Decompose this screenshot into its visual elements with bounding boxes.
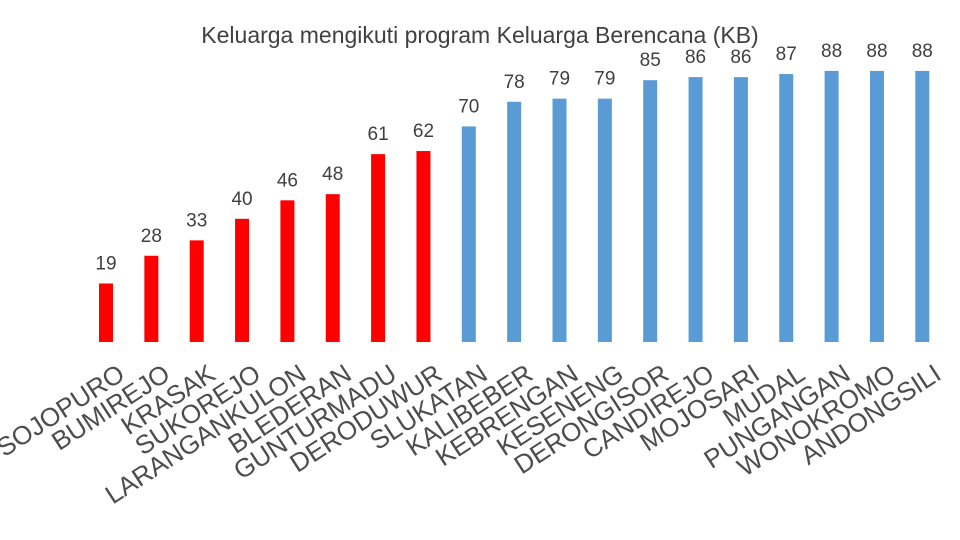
value-label: 88: [821, 41, 842, 62]
bar-derongisor: [643, 80, 658, 342]
bar-andongsili: [915, 70, 930, 343]
value-label: 40: [231, 189, 252, 210]
value-label: 46: [277, 170, 298, 191]
bar-candirejo: [688, 77, 703, 343]
value-label: 19: [95, 253, 116, 274]
bar-sukorejo: [235, 218, 250, 342]
value-label: 48: [322, 164, 343, 185]
value-label: 87: [776, 44, 797, 65]
bar-larangankulon: [280, 200, 295, 342]
value-label: 28: [141, 226, 162, 247]
bar-mudal: [779, 74, 794, 342]
bar-gunturmadu: [371, 154, 386, 342]
bar-kebrengan: [552, 98, 567, 343]
bar-sojopuro: [99, 283, 113, 342]
bar-slukatan: [461, 126, 476, 343]
bar-mojosari: [733, 77, 748, 343]
value-label: 62: [413, 121, 434, 142]
bar-wonokromo: [869, 70, 884, 343]
bar-kalibeber: [507, 101, 522, 342]
bar-krasak: [189, 240, 204, 342]
value-label: 78: [504, 72, 525, 93]
value-label: 79: [594, 69, 615, 90]
bar-keseneng: [597, 98, 612, 343]
chart-title: Keluarga mengikuti program Keluarga Bere…: [201, 22, 759, 48]
value-label: 33: [186, 210, 207, 231]
value-label: 79: [549, 69, 570, 90]
bar-deroduwur: [416, 151, 431, 342]
bar-bumirejo: [144, 255, 159, 342]
bar-pungangan: [824, 70, 839, 343]
value-label: 86: [685, 47, 706, 68]
value-label: 85: [640, 50, 661, 71]
bar-blederan: [325, 194, 340, 342]
value-label: 88: [912, 41, 933, 62]
value-label: 88: [866, 41, 887, 62]
value-label: 61: [368, 124, 389, 145]
value-label: 70: [458, 96, 479, 117]
value-label: 86: [730, 47, 751, 68]
